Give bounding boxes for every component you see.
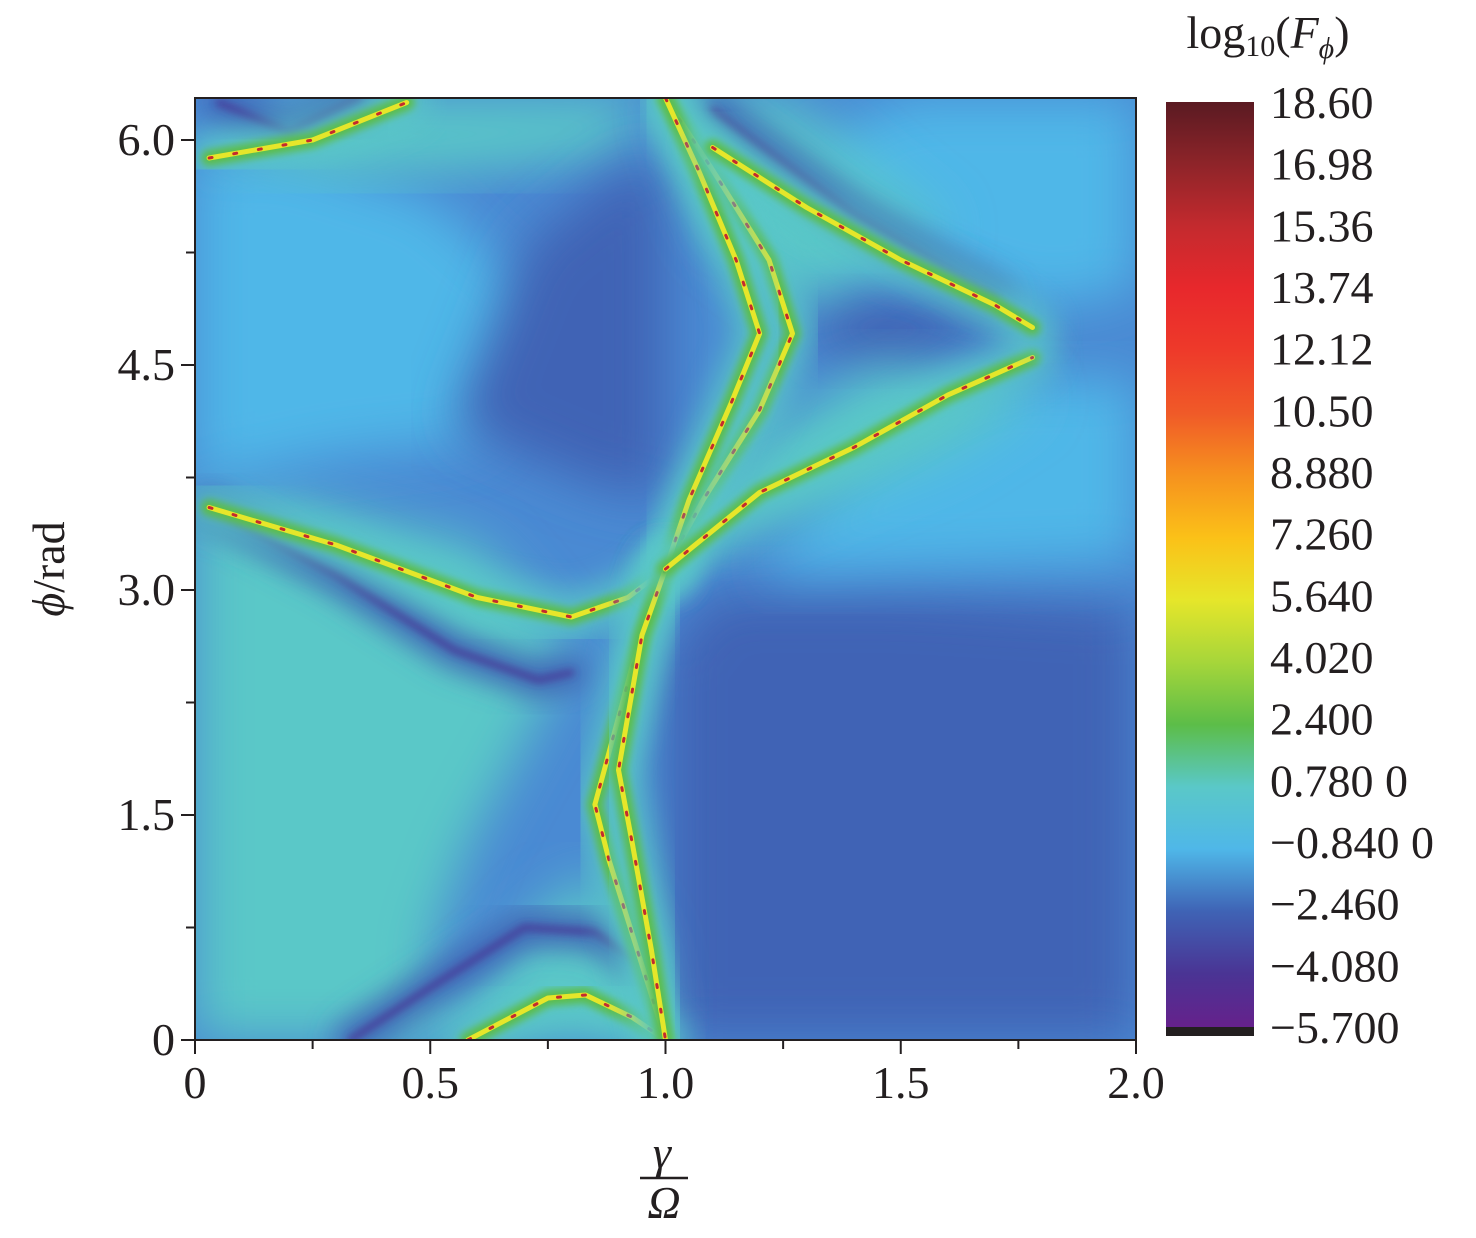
background-region — [759, 380, 1136, 575]
x-tick-label: 0 — [184, 1057, 207, 1108]
background-region — [453, 155, 666, 500]
colorbar-tick-label: −0.840 0 — [1270, 817, 1434, 868]
colorbar-labels: 18.60 16.98 15.36 13.74 12.12 10.50 8.880 7.260… — [1270, 77, 1434, 1053]
colorbar-tick-label: 15.36 — [1270, 200, 1374, 251]
colorbar-tick-label: −5.700 — [1270, 1002, 1399, 1053]
y-tick-label: 4.5 — [118, 339, 176, 390]
colorbar-title-sub: 10 — [1245, 30, 1275, 63]
colorbar: 18.60 16.98 15.36 13.74 12.12 10.50 8.880 7.260… — [1166, 7, 1434, 1053]
background-region — [195, 155, 548, 485]
y-tick-label: 0 — [152, 1014, 175, 1065]
colorbar-tick-label: 7.260 — [1270, 509, 1374, 560]
x-axis: 0 0.5 1.0 1.5 2.0 — [184, 1040, 1165, 1108]
x-tick-label: 0.5 — [402, 1057, 460, 1108]
ridge-peaks — [711, 146, 1034, 329]
valley-line — [347, 924, 636, 1040]
colorbar-title-open: ( — [1275, 7, 1290, 58]
colorbar-tick-label: 18.60 — [1270, 77, 1374, 128]
ridge-layer — [195, 98, 1056, 1040]
colorbar-title-var-sub: ϕ — [1319, 32, 1335, 65]
background-region — [195, 500, 572, 1040]
colorbar-title-base: log — [1186, 7, 1245, 58]
x-tick-label: 1.5 — [872, 1057, 930, 1108]
colorbar-tick-label: −4.080 — [1270, 940, 1399, 991]
y-axis-title-unit: /rad — [23, 521, 74, 593]
colorbar-tick-label: 2.400 — [1270, 694, 1374, 745]
colorbar-tick-label: 12.12 — [1270, 324, 1374, 375]
ridge-peaks — [664, 356, 1034, 571]
colorbar-tick-label: 16.98 — [1270, 139, 1374, 190]
colorbar-tick-label: 13.74 — [1270, 262, 1374, 313]
x-tick-label: 1.0 — [637, 1057, 695, 1108]
ridge-line — [616, 566, 668, 1040]
colorbar-title-var: F — [1290, 7, 1320, 58]
colorbar-tick-label: 5.640 — [1270, 570, 1374, 621]
ridge-peaks — [664, 98, 762, 571]
y-axis: 0 1.5 3.0 4.5 6.0 — [118, 114, 195, 1065]
colorbar-title: log10(Fϕ) — [1186, 7, 1349, 65]
y-tick-label: 3.0 — [118, 564, 176, 615]
colorbar-tick-label: −2.460 — [1270, 879, 1399, 930]
colorbar-tick-label: 10.50 — [1270, 385, 1374, 436]
colorbar-tick-label: 8.880 — [1270, 447, 1374, 498]
y-axis-title: ϕ/rad — [23, 521, 74, 616]
x-axis-title: γ Ω — [640, 1127, 688, 1228]
y-tick-label: 1.5 — [118, 789, 176, 840]
colorbar-title-close: ) — [1334, 7, 1349, 58]
ridge-line — [206, 100, 410, 161]
plot-area — [195, 98, 1136, 1040]
y-axis-title-symbol: ϕ — [23, 593, 74, 617]
x-axis-title-denominator: Ω — [647, 1177, 680, 1228]
colorbar-tick-label: 0.780 0 — [1270, 755, 1408, 806]
x-axis-title-numerator: γ — [653, 1127, 673, 1178]
x-tick-label: 2.0 — [1107, 1057, 1165, 1108]
colorbar-gradient — [1166, 102, 1254, 1036]
ridge-peaks — [466, 993, 667, 1040]
y-tick-label: 6.0 — [118, 114, 176, 165]
colorbar-bottom-band — [1166, 1027, 1254, 1036]
y-axis-title-text: ϕ/rad — [23, 521, 74, 616]
colorbar-tick-label: 4.020 — [1270, 632, 1374, 683]
